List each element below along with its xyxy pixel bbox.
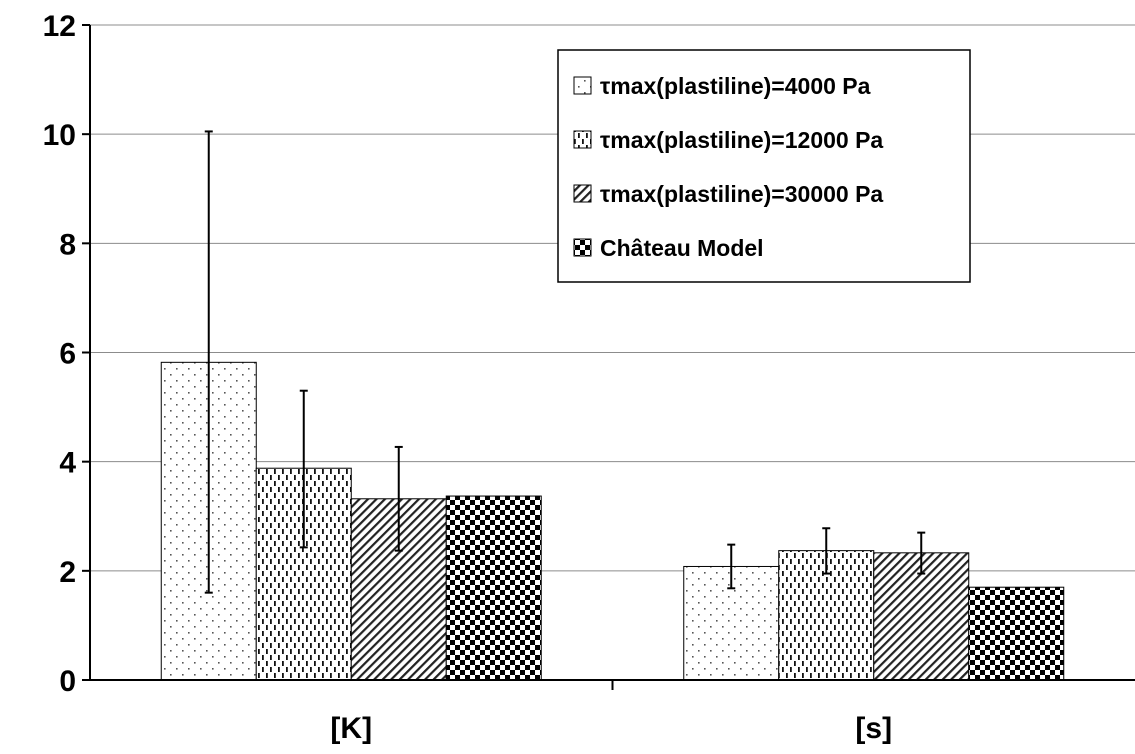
legend-swatch: [573, 130, 592, 149]
axes: 0 2 4 6 8 10 12 [K] [s]: [43, 10, 1135, 745]
bar: [445, 495, 542, 681]
y-tick-label: 12: [43, 10, 76, 43]
y-tick-label: 10: [43, 119, 76, 152]
legend: τmax(plastiline)=4000 Pa τmax(plastiline)…: [557, 49, 971, 283]
legend-label: Château Model: [600, 235, 764, 261]
legend-swatch: [573, 76, 592, 95]
x-category-label: [K]: [330, 712, 372, 745]
legend-label: τmax(plastiline)=4000 Pa: [600, 73, 871, 99]
legend-swatch: [573, 184, 592, 203]
bars: [160, 130, 1065, 681]
y-tick-label: 6: [59, 338, 76, 371]
y-tick-label: 8: [59, 228, 76, 261]
y-tick-label: 0: [59, 665, 76, 698]
legend-swatch: [573, 238, 592, 257]
bar: [968, 586, 1065, 681]
y-tick-label: 4: [59, 447, 76, 480]
legend-box: [557, 49, 971, 283]
x-category-label: [s]: [855, 712, 892, 745]
legend-label: τmax(plastiline)=30000 Pa: [600, 181, 883, 207]
legend-label: τmax(plastiline)=12000 Pa: [600, 127, 883, 153]
y-tick-label: 2: [59, 556, 76, 589]
